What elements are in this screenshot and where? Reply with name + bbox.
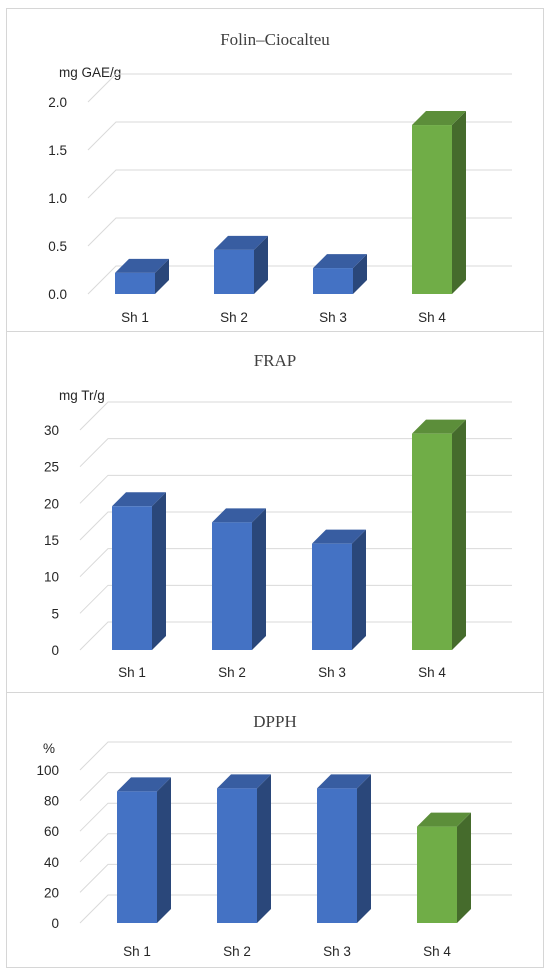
gridline (79, 511, 512, 541)
bar-side-3 (352, 529, 366, 650)
bar-2 (217, 788, 257, 923)
y-tick-label: 60 (44, 824, 59, 839)
chart-panel-frap: FRAP mg Tr/g 0 5 10 15 20 25 30 Sh 1 Sh 2 Sh 3 Sh 4 (6, 331, 544, 693)
gridline (87, 121, 512, 151)
chart-svg-dpph: DPPH% 0 20 40 60 80 100 Sh 1 Sh 2 Sh 3 Sh 4 (36, 712, 512, 959)
y-tick-label: 20 (44, 885, 59, 900)
bar-top-2 (212, 508, 266, 523)
chart-title: Folin–Ciocalteu (220, 30, 330, 49)
gridline (79, 863, 512, 893)
y-axis-unit: mg GAE/g (59, 65, 121, 80)
bar-side-2 (252, 508, 266, 650)
x-category-label: Sh 2 (218, 665, 246, 680)
bar-side-3 (353, 254, 367, 294)
bar-side-2 (254, 235, 268, 294)
chart-panel-folin: Folin–Ciocalteu mg GAE/g 0.0 0.5 1.0 1.5 2.0 Sh… (6, 8, 544, 332)
y-tick-label: 5 (51, 606, 59, 621)
chart-svg-folin: Folin–Ciocalteu mg GAE/g 0.0 0.5 1.0 1.5 2.0 Sh… (48, 30, 512, 325)
bar-3 (312, 543, 352, 650)
gridline (79, 894, 512, 924)
gridline (87, 217, 512, 247)
x-category-label: Sh 1 (118, 665, 146, 680)
bar-1 (112, 506, 152, 650)
y-tick-label: 1.5 (48, 143, 67, 158)
bar-top-3 (313, 254, 367, 269)
y-tick-label: 15 (44, 533, 59, 548)
bar-4 (417, 826, 457, 923)
bar-3 (313, 268, 353, 294)
bar-4 (412, 125, 452, 294)
bar-top-4 (412, 111, 466, 126)
y-tick-label: 20 (44, 496, 59, 511)
gridline (79, 401, 512, 431)
bar-top-4 (412, 419, 466, 434)
bar-side-4 (457, 812, 471, 923)
y-tick-label: 2.0 (48, 95, 67, 110)
y-tick-label: 0.0 (48, 287, 67, 302)
y-tick-label: 80 (44, 794, 59, 809)
bar-top-1 (115, 258, 169, 273)
y-axis-unit: mg Tr/g (59, 388, 105, 403)
gridline (79, 772, 512, 801)
x-category-label: Sh 4 (418, 310, 446, 325)
gridline (79, 741, 512, 771)
x-category-label: Sh 4 (423, 944, 451, 959)
chart-title: DPPH (253, 712, 296, 731)
x-category-label: Sh 2 (223, 944, 251, 959)
bar-top-2 (214, 235, 268, 250)
chart-svg-frap: FRAP mg Tr/g 0 5 10 15 20 25 30 Sh 1 Sh 2 Sh 3 Sh 4 (44, 351, 512, 680)
bar-top-4 (417, 812, 471, 827)
bar-side-3 (357, 774, 371, 923)
y-tick-label: 40 (44, 855, 59, 870)
bar-top-1 (112, 492, 166, 507)
x-category-label: Sh 3 (323, 944, 351, 959)
bar-side-2 (257, 774, 271, 923)
y-tick-label: 10 (44, 570, 59, 585)
bar-2 (214, 249, 254, 294)
gridline (87, 169, 512, 199)
bar-side-4 (452, 419, 466, 650)
bar-side-1 (157, 777, 171, 923)
bar-1 (117, 791, 157, 923)
bar-side-1 (152, 492, 166, 650)
y-tick-label: 25 (44, 460, 59, 475)
y-axis-unit: % (43, 741, 55, 756)
chart-title: FRAP (254, 351, 297, 370)
gridline (79, 548, 512, 578)
gridline (79, 833, 512, 863)
gridline (79, 438, 512, 468)
bar-side-4 (452, 111, 466, 294)
bar-1 (115, 272, 155, 294)
y-tick-label: 100 (36, 763, 59, 778)
bar-3 (317, 788, 357, 923)
y-tick-label: 0 (51, 916, 59, 931)
gridline (79, 474, 512, 504)
gridline (87, 265, 512, 295)
x-category-label: Sh 4 (418, 665, 446, 680)
x-category-label: Sh 2 (220, 310, 248, 325)
bar-2 (212, 522, 252, 650)
gridline (79, 802, 512, 832)
bar-4 (412, 433, 452, 650)
gridline (79, 584, 512, 614)
bar-top-2 (217, 774, 271, 789)
x-category-label: Sh 3 (318, 665, 346, 680)
x-category-label: Sh 1 (123, 944, 151, 959)
bar-top-1 (117, 777, 171, 792)
y-tick-label: 0 (51, 643, 59, 658)
bar-top-3 (312, 529, 366, 544)
chart-panel-dpph: DPPH% 0 20 40 60 80 100 Sh 1 Sh 2 Sh 3 Sh 4 (6, 692, 544, 968)
y-tick-label: 0.5 (48, 239, 67, 254)
y-tick-label: 1.0 (48, 191, 67, 206)
bar-top-3 (317, 774, 371, 789)
gridline (87, 73, 512, 103)
x-category-label: Sh 3 (319, 310, 347, 325)
y-tick-label: 30 (44, 423, 59, 438)
gridline (79, 621, 512, 651)
bar-side-1 (155, 258, 169, 294)
x-category-label: Sh 1 (121, 310, 149, 325)
